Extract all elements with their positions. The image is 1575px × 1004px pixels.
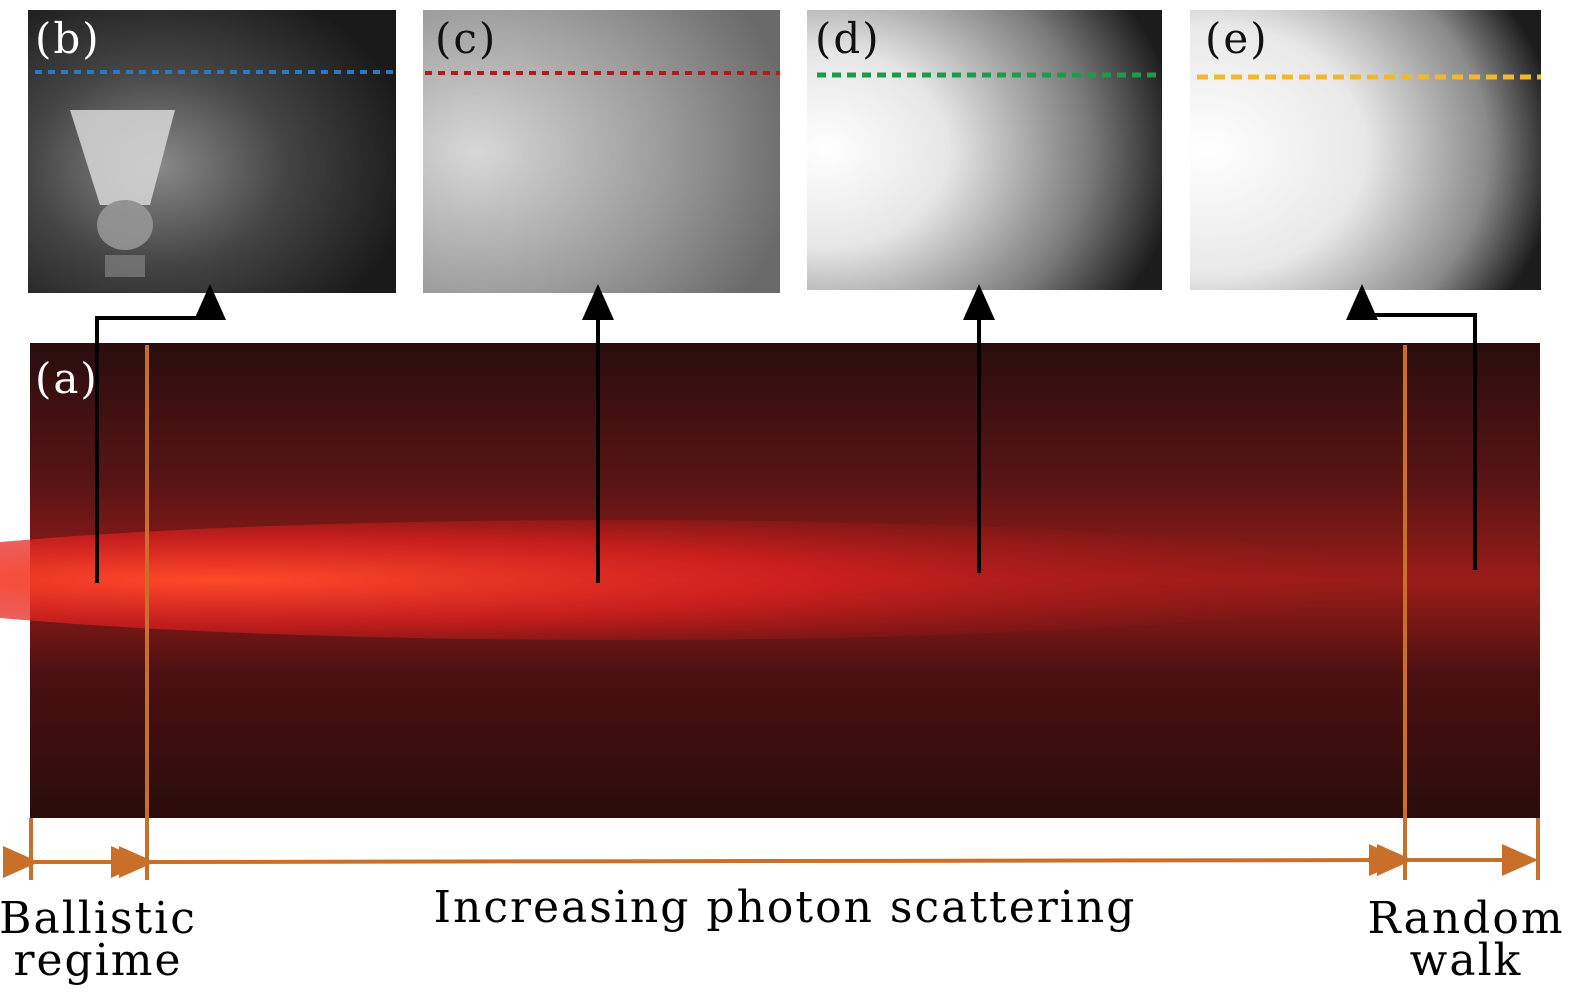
- region-label: Random: [1367, 893, 1564, 944]
- panel-c-image: [423, 10, 780, 293]
- region-label: walk: [1410, 935, 1523, 986]
- arrow: [1346, 284, 1477, 570]
- region-label: regime: [13, 935, 182, 986]
- panel-label: (c): [435, 14, 497, 63]
- region-label: Ballistic: [0, 893, 197, 944]
- arrows: [95, 284, 1477, 583]
- panel-d-image: [807, 10, 1162, 290]
- arrow: [95, 284, 226, 583]
- panel-label: (e): [1205, 14, 1269, 63]
- panel-label: (a): [35, 354, 99, 403]
- span-arrow: [118, 844, 1405, 879]
- beam: [0, 520, 1420, 640]
- panel-label: (d): [815, 14, 881, 63]
- panel-label: (b): [35, 14, 101, 63]
- shuttlecock: [70, 110, 175, 277]
- region-label: Increasing photon scattering: [434, 882, 1137, 933]
- region-markers: [3, 345, 1540, 880]
- panel-e-image: [1190, 10, 1541, 290]
